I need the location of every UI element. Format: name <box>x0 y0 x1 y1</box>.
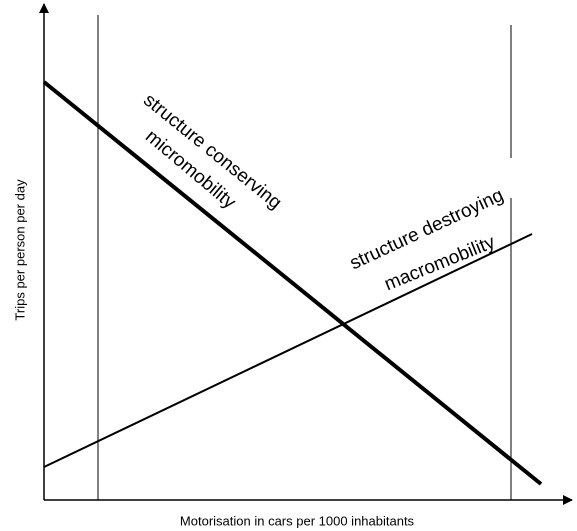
macromobility-line <box>43 233 533 468</box>
y-axis-label: Trips per person per day <box>12 179 27 321</box>
micromobility-line <box>42 80 543 486</box>
x-axis-label: Motorisation in cars per 1000 inhabitant… <box>180 513 415 528</box>
